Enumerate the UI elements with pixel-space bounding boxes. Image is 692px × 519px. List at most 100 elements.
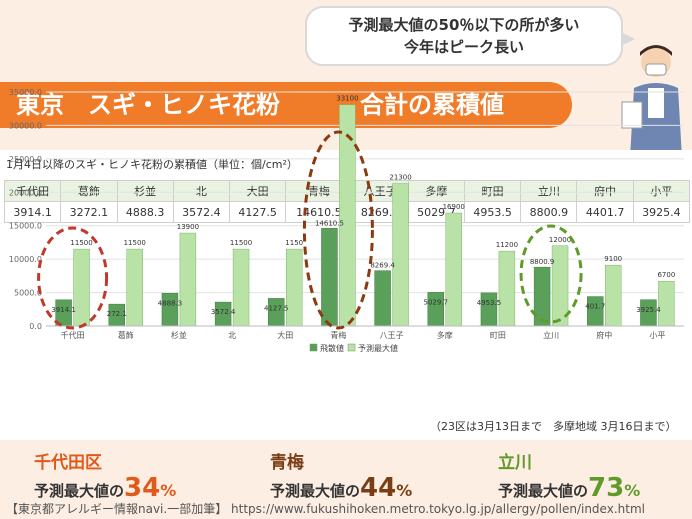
stat-value: 34 [124,473,161,503]
table-header-cell: 青梅 [285,180,353,202]
table-header-cell: 千代田 [3,180,62,202]
banner-title: 東京 スギ・ヒノキ花粉 [16,91,280,119]
x-tick-label: 葛飾 [118,330,134,340]
bar-chart: 0.0 5000.0 10000.0 15000.0 20000.0 25000.0 300… [9,88,684,353]
legend-swatch [347,343,356,352]
bubble-line-2: 今年はピーク長い [403,38,524,56]
legend-label: 予測最大値 [358,343,398,353]
bar-predicted [658,280,675,327]
bar-label-observed: 4953.5 [477,299,502,307]
bar-observed [587,296,604,327]
bar-label-predicted: 11500 [230,239,252,247]
table-header-cell: 多摩 [407,180,465,202]
title-banner: 東京 スギ・ヒノキ花粉 合計の累積値 [0,82,572,128]
table-header-row: 千代田 葛飾 杉並北大田 青梅 八王子 多摩 町田 立川 府中 小平 [3,180,691,202]
bar-predicted [232,248,250,327]
source-credit: 【東京都アレルギー情報navi.一部加筆】 https://www.fukush… [6,502,645,516]
bar-predicted [126,248,143,327]
table-value-cell: 3572.4 [172,201,231,223]
bar-label-observed: 401.7 [585,303,605,311]
bar-label-observed: 4127.5 [264,304,289,312]
table-value-cell: 3914.1 [3,201,62,223]
x-tick-label: 立川 [543,330,559,340]
bar-predicted [339,104,356,327]
table-value-cell: 4401.7 [576,201,634,223]
table-header-cell: 葛飾 [60,180,118,202]
bar-observed [480,292,498,327]
x-tick-label: 千代田 [61,330,85,340]
stat-label: 予測最大値の [34,482,125,500]
bar-label-observed: 3925.4 [636,306,661,314]
bar-label-predicted: 33100 [336,95,358,103]
stat-name: 立川 [498,453,532,473]
bar-observed [533,266,551,327]
y-tick-label: 30000.0 [9,121,42,130]
table-header-cell: 大田 [228,180,287,202]
bar-label-observed: 272.1 [107,310,127,318]
stat-name: 青梅 [270,453,304,473]
y-tick-label: 15000.0 [9,222,42,231]
stat-label: 予測最大値の [498,482,589,500]
y-tick-label: 10000.0 [9,255,42,264]
y-tick-label: 5000.0 [14,289,42,298]
x-tick-label: 多摩 [437,330,453,340]
x-tick-label: 町田 [490,331,506,340]
bar-label-predicted: 13900 [177,223,199,231]
bubble-line-1: 予測最大値の50％以下の所が多い [348,16,580,34]
legend-label: 飛散値 [320,343,344,353]
bar-label-observed: 3572.4 [211,308,236,316]
legend-swatch [309,343,318,352]
bar-predicted [179,232,197,327]
bar-label-observed: 4888.3 [158,299,183,307]
x-tick-label: 小平 [649,331,665,340]
bar-observed [321,228,338,327]
bar-label-observed: 3914.1 [51,306,76,314]
highlight-ellipse [37,226,109,330]
stat-unit: % [396,481,413,500]
bar-predicted [605,264,622,327]
bar-label-predicted: 12000 [549,236,571,244]
stat-label: 予測最大値の [270,482,361,500]
x-tick-label: 杉並 [171,330,187,340]
bar-label-predicted: 11500 [70,239,92,247]
stat-unit: % [160,481,177,500]
speech-bubble: 予測最大値の50％以下の所が多い 今年はピーク長い [305,6,635,66]
bar-label-observed: 5029.7 [424,298,449,306]
forecaster-illustration-icon [621,45,682,158]
banner-title-2: 合計の累積値 [360,91,504,119]
table-header-cell: 府中 [576,180,634,202]
bar-label-predicted: 1150 [285,239,303,247]
stat-name: 千代田区 [34,453,102,473]
x-tick-label: 大田 [277,330,293,340]
values-table: 千代田 葛飾 杉並北大田 青梅 八王子 多摩 町田 立川 府中 小平 3914.1 3272.1 48… [3,180,691,223]
table-row: 3914.1 3272.1 4888.3 3572.4 4127.5 14610.5 826… [3,201,691,223]
bar-label-predicted: 11200 [496,241,518,249]
bar-predicted [392,183,409,327]
bar-label-predicted: 9100 [604,255,622,263]
stat-ome: 青梅 予測最大値の44% [270,448,412,503]
table-value-cell: 4953.5 [463,201,522,223]
bar-label-observed: 8800.9 [530,258,555,266]
x-tick-label: 府中 [596,330,612,340]
table-value-cell: 4888.3 [116,201,174,223]
table-header-cell: 杉並 [116,180,174,202]
bar-label-predicted: 16900 [443,203,465,211]
bar-label-predicted: 21300 [389,174,411,182]
y-tick-label: 35000.0 [9,88,42,97]
y-tick-label: 25000.0 [9,155,42,164]
table-value-cell: 3272.1 [60,201,118,223]
y-tick-label: 20000.0 [9,188,42,197]
bar-label-observed: 14610.5 [315,219,344,227]
stat-unit: % [624,481,641,500]
bar-observed [161,293,179,327]
x-tick-label: 北 [228,331,236,340]
bar-predicted [445,212,462,327]
stat-value: 73 [588,473,625,503]
bar-observed [374,270,391,327]
bar-label-predicted: 11500 [124,239,146,247]
table-value-cell: 8800.9 [520,201,578,223]
x-tick-label: 八王子 [380,331,404,340]
bar-predicted [73,248,90,327]
table-value-cell: 4127.5 [228,201,287,223]
stat-tachikawa: 立川 予測最大値の73% [498,448,640,503]
